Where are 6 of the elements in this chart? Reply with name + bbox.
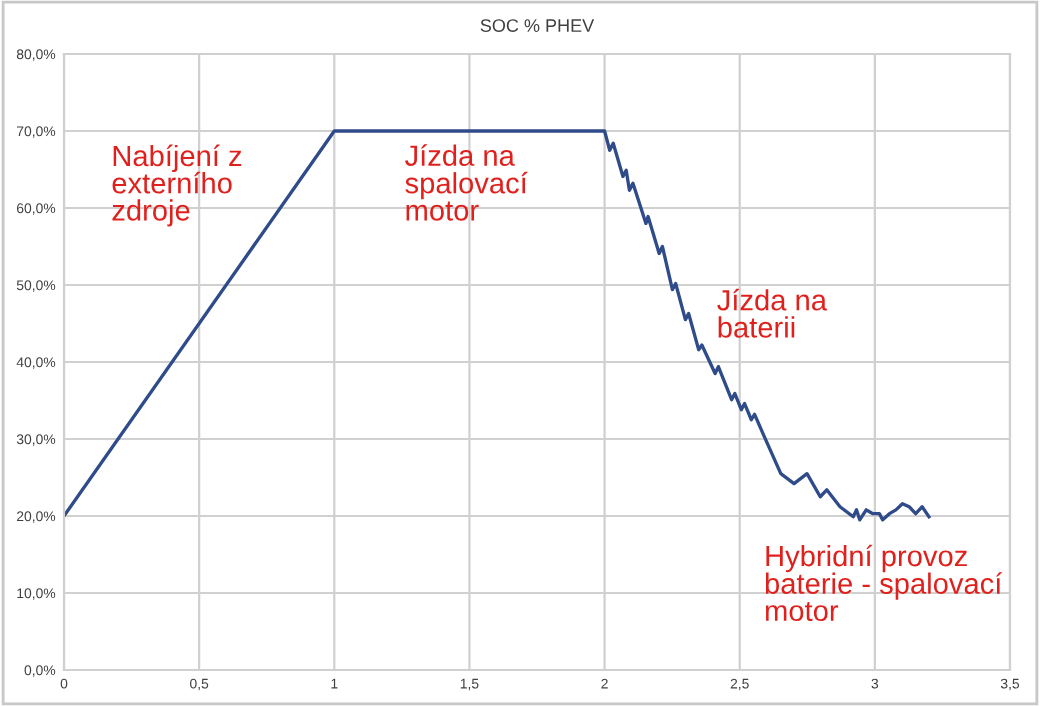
line-series xyxy=(64,129,931,522)
annotation: Jízda na spalovací motor xyxy=(405,144,528,221)
annotation: Hybridní provoz baterie - spalovací motor xyxy=(765,544,1003,622)
chart-title: SOC % PHEV xyxy=(480,19,595,32)
annotation: Nabíjení z externího zdroje xyxy=(112,144,242,227)
annotation: Jízda na baterii xyxy=(717,288,827,338)
